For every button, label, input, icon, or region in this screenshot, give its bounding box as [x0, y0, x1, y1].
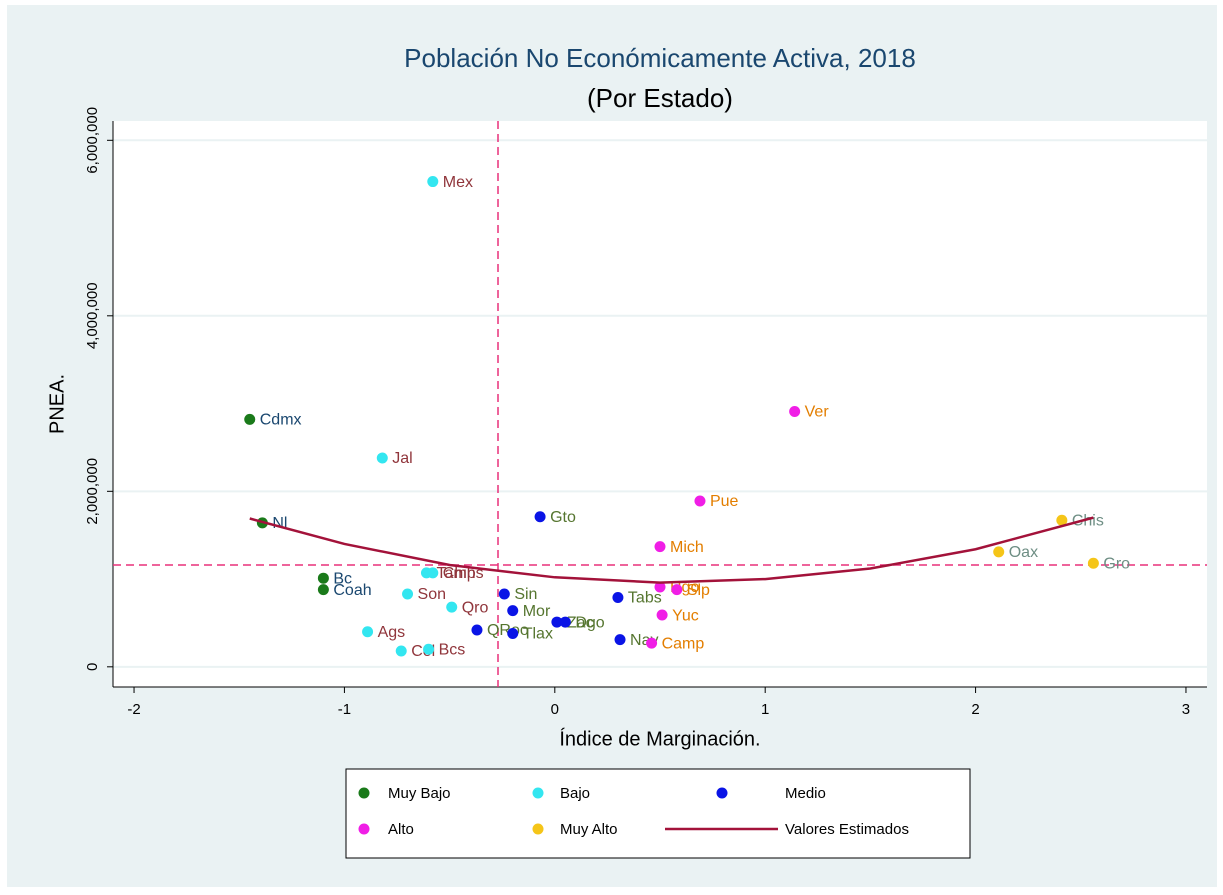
point-label: Oax: [1009, 544, 1038, 561]
legend-marker: [358, 787, 370, 799]
point: [471, 624, 483, 636]
legend-marker: [532, 787, 544, 799]
point: [244, 413, 256, 425]
point: [993, 546, 1005, 558]
point-label: Coah: [333, 582, 371, 599]
point-label: Camp: [662, 635, 705, 652]
point-label: Yuc: [672, 607, 699, 624]
legend-label: Valores Estimados: [785, 821, 909, 838]
point-label: Mor: [523, 603, 551, 620]
point-label: Ver: [805, 404, 830, 421]
point-label: Gro: [1103, 555, 1130, 572]
point-label: Tamps: [436, 565, 483, 582]
point: [551, 616, 563, 628]
fitted-line: [249, 516, 1094, 584]
point: [612, 591, 624, 603]
point: [317, 572, 329, 584]
chart-subtitle: (Por Estado): [587, 83, 733, 113]
point: [427, 567, 439, 579]
point-label: Bc: [333, 570, 352, 587]
point-label: Pue: [710, 493, 739, 510]
point: [534, 511, 546, 523]
legend: [345, 768, 971, 859]
point-label: Qro: [462, 599, 489, 616]
x-tick-label: 0: [551, 701, 559, 718]
point-label: QRoo: [487, 622, 529, 639]
point: [376, 452, 388, 464]
point-label: Mich: [670, 539, 704, 556]
legend-label: Bajo: [560, 785, 590, 802]
point-label: Chih: [443, 565, 476, 582]
point: [507, 627, 519, 639]
y-tick-label: 2,000,000: [84, 458, 101, 525]
point-label: Nl: [272, 515, 287, 532]
point: [507, 605, 519, 617]
legend-marker: [716, 787, 728, 799]
point-label: Dgo: [575, 614, 604, 631]
y-tick-label: 0: [84, 663, 101, 671]
point: [654, 581, 666, 593]
point: [656, 609, 668, 621]
x-tick-label: 1: [761, 701, 769, 718]
plot-region: [113, 121, 1207, 687]
legend-label: Muy Bajo: [388, 785, 451, 802]
point: [646, 637, 658, 649]
point: [1056, 514, 1068, 526]
point: [446, 601, 458, 613]
point-label: Bcs: [439, 641, 466, 658]
point: [362, 626, 374, 638]
point-label: Jal: [392, 450, 412, 467]
point: [789, 405, 801, 417]
point-label: Sin: [514, 586, 537, 603]
legend-marker: [532, 823, 544, 835]
point-label: Cdmx: [260, 412, 302, 429]
point-label: Son: [418, 586, 446, 603]
point: [694, 495, 706, 507]
legend-label: Alto: [388, 821, 414, 838]
point-label: Mex: [443, 174, 473, 191]
point: [654, 541, 666, 553]
point: [423, 643, 435, 655]
point: [671, 584, 683, 596]
point-label: Slp: [687, 582, 710, 599]
legend-label: Medio: [785, 785, 826, 802]
x-tick-label: -2: [127, 701, 140, 718]
y-axis-label: PNEA.: [46, 374, 68, 434]
legend-marker: [358, 823, 370, 835]
point: [317, 584, 329, 596]
x-tick-label: 2: [971, 701, 979, 718]
point-label: Ags: [378, 624, 406, 641]
point: [559, 616, 571, 628]
legend-label: Muy Alto: [560, 821, 618, 838]
chart-title: Población No Económicamente Activa, 2018: [404, 43, 916, 73]
point-label: Gto: [550, 509, 576, 526]
point: [427, 176, 439, 188]
x-tick-label: -1: [338, 701, 351, 718]
point-label: Tabs: [628, 590, 662, 607]
x-axis-label: Índice de Marginación.: [559, 727, 760, 750]
point-label: Zac: [567, 614, 594, 631]
point: [1087, 557, 1099, 569]
point: [614, 634, 626, 646]
point-label: Chis: [1072, 512, 1104, 529]
y-tick-label: 4,000,000: [84, 282, 101, 349]
point: [402, 588, 414, 600]
point: [498, 588, 510, 600]
point: [395, 645, 407, 657]
point-label: Tlax: [523, 626, 553, 643]
x-tick-label: 3: [1182, 701, 1190, 718]
y-tick-label: 6,000,000: [84, 107, 101, 174]
